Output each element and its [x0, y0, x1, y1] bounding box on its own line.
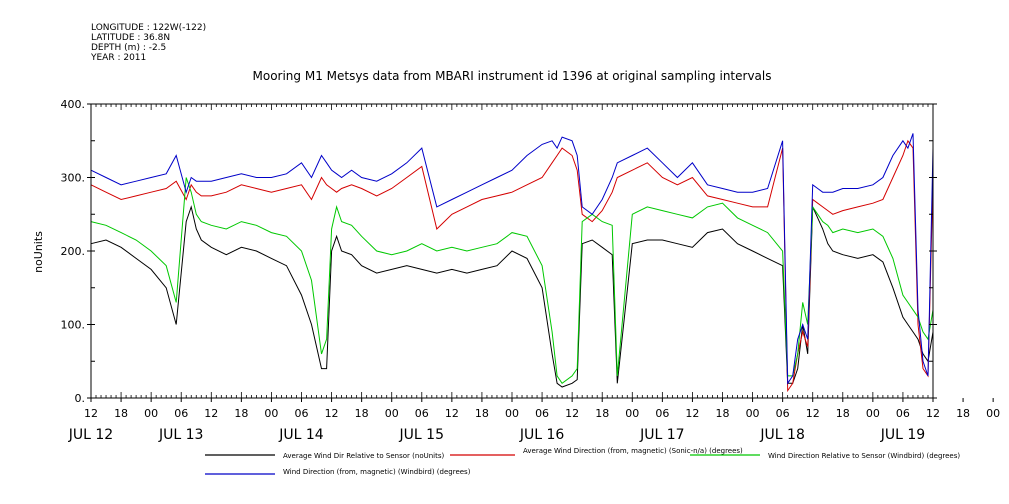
latitude-label: LATITUDE : 36.8N — [91, 33, 170, 43]
x-tick-label: 12 — [806, 407, 820, 420]
x-tick-label: 18 — [716, 407, 730, 420]
series-line-4 — [90, 133, 934, 385]
x-tick-label: 00 — [986, 407, 1000, 420]
x-tick-label: 18 — [114, 407, 128, 420]
x-tick-label: 06 — [295, 407, 309, 420]
day-label: JUL 16 — [519, 427, 565, 443]
y-tick-label: 100. — [61, 319, 86, 332]
longitude-label: LONGITUDE : 122W(-122) — [91, 23, 206, 33]
chart-title: Mooring M1 Metsys data from MBARI instru… — [253, 69, 772, 83]
x-tick-label: 12 — [204, 407, 218, 420]
x-tick-label: 18 — [355, 407, 369, 420]
day-label: JUL 15 — [399, 427, 444, 443]
legend-label-1: Average Wind Dir Relative to Sensor (noU… — [283, 452, 444, 460]
day-label: JUL 13 — [158, 427, 203, 443]
depth-label: DEPTH (m) : -2.5 — [91, 43, 166, 53]
x-tick-label: 12 — [926, 407, 940, 420]
day-label: JUL 18 — [759, 427, 804, 443]
x-tick-label: 12 — [325, 407, 339, 420]
series-line-2 — [90, 139, 934, 393]
x-tick-label: 00 — [866, 407, 880, 420]
day-label: JUL 17 — [639, 427, 684, 443]
x-tick-label: 12 — [445, 407, 459, 420]
x-tick-label: 12 — [84, 407, 98, 420]
x-tick-label: 00 — [385, 407, 399, 420]
day-label: JUL 14 — [278, 427, 324, 443]
x-tick-label: 00 — [625, 407, 639, 420]
x-tick-label: 00 — [746, 407, 760, 420]
y-tick-label: 200. — [61, 245, 86, 258]
y-axis-label: noUnits — [32, 231, 45, 273]
x-tick-label: 12 — [685, 407, 699, 420]
y-tick-label: 400. — [61, 98, 86, 111]
plot-area: 0. 100. 200. 300. 400. 12 18 00 06 12 18 00 06 12 18 00… — [61, 98, 1001, 443]
x-tick-label: 18 — [475, 407, 489, 420]
x-tick-label: 00 — [264, 407, 278, 420]
x-tick-label: 18 — [234, 407, 248, 420]
x-tick-label: 06 — [535, 407, 549, 420]
series-line-1 — [90, 205, 934, 388]
x-tick-label: 18 — [956, 407, 970, 420]
legend: Average Wind Dir Relative to Sensor (noU… — [205, 447, 960, 476]
x-tick-label: 06 — [174, 407, 188, 420]
x-tick-label: 18 — [836, 407, 850, 420]
x-tick-label: 00 — [144, 407, 158, 420]
x-tick-label: 12 — [565, 407, 579, 420]
day-label: JUL 19 — [880, 427, 925, 443]
series-line-3 — [90, 177, 934, 385]
y-tick-label: 0. — [75, 392, 86, 405]
legend-label-2: Average Wind Direction (from, magnetic) … — [523, 447, 743, 455]
x-tick-label: 06 — [415, 407, 429, 420]
y-tick-label: 300. — [61, 172, 86, 185]
x-tick-label: 06 — [776, 407, 790, 420]
x-tick-label: 00 — [505, 407, 519, 420]
x-tick-label: 18 — [595, 407, 609, 420]
x-tick-label: 06 — [896, 407, 910, 420]
year-label: YEAR : 2011 — [90, 53, 146, 63]
legend-label-4: Wind Direction (from, magnetic) (Windbir… — [283, 468, 471, 476]
x-tick-label: 06 — [655, 407, 669, 420]
day-label: JUL 12 — [68, 427, 113, 443]
legend-label-3: Wind Direction Relative to Sensor (Windb… — [768, 452, 960, 460]
